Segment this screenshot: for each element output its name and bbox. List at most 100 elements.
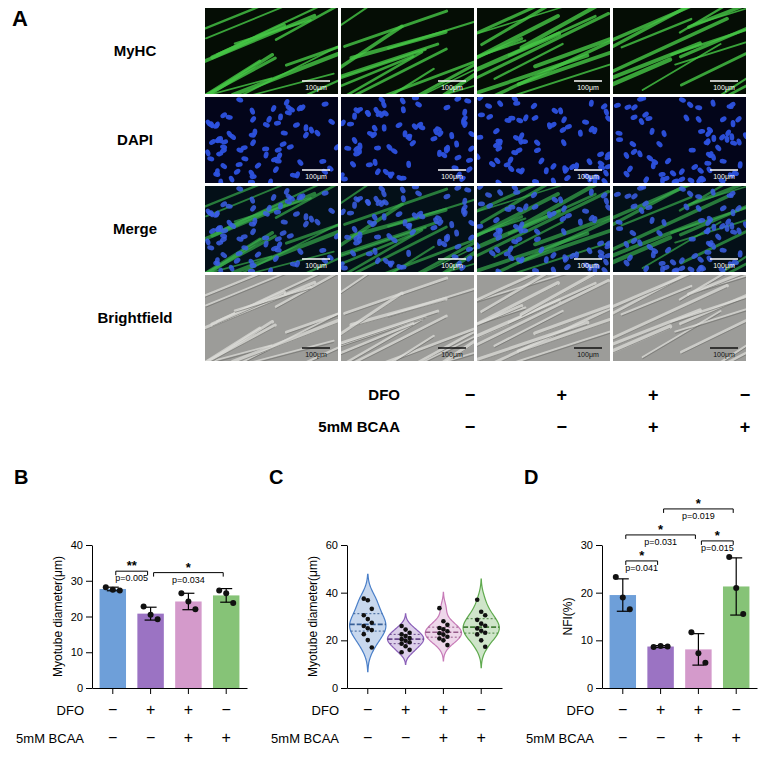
nucleus: [214, 210, 221, 218]
x-table-label: DFO: [57, 703, 84, 718]
nucleus: [530, 102, 539, 110]
nucleus: [296, 158, 304, 167]
nucleus: [678, 186, 686, 192]
nucleus: [347, 210, 354, 215]
nucleus: [477, 135, 484, 141]
scale-bar: [574, 258, 602, 260]
nucleus: [254, 250, 263, 258]
nucleus: [444, 146, 449, 154]
nucleus: [560, 116, 567, 125]
chart-panel: 010203040Myotube diameter(μm)BDFO−++−5mM…: [14, 466, 248, 746]
nucleus: [543, 167, 549, 175]
nucleus: [560, 205, 567, 214]
nucleus: [522, 203, 529, 211]
scale-bar-label: 100μm: [441, 262, 463, 270]
nucleus: [537, 246, 545, 255]
marks: [350, 574, 500, 671]
y-tick-mark: [596, 640, 602, 641]
nucleus: [588, 125, 596, 134]
condition-label: 5mM BCAA: [318, 418, 400, 435]
data-point: [148, 612, 154, 618]
nucleus: [233, 257, 242, 265]
nucleus: [381, 198, 390, 206]
scale-bar-label: 100μm: [577, 173, 599, 181]
nucleus: [615, 130, 623, 136]
data-point: [479, 609, 484, 614]
fiber: [535, 280, 610, 333]
nucleus: [467, 130, 474, 138]
nucleus: [642, 175, 650, 183]
data-point: [178, 590, 184, 596]
nucleus: [488, 160, 497, 168]
fiber: [622, 19, 691, 47]
nucleus: [689, 148, 696, 153]
nucleus: [636, 150, 643, 158]
micrograph: 100μm: [204, 96, 341, 186]
nucleus: [249, 196, 256, 204]
p-value: p=0.019: [682, 511, 715, 521]
nucleus: [228, 222, 237, 230]
fiber: [689, 186, 746, 205]
error-bar-cap: [220, 588, 232, 589]
fiber: [362, 52, 474, 94]
x-table-sign: +: [184, 701, 193, 718]
x-table-sign: +: [439, 701, 448, 718]
x-tick-mark: [736, 688, 737, 694]
condition-label: DFO: [368, 386, 400, 403]
x-tick-mark: [698, 688, 699, 694]
nucleus: [344, 234, 352, 240]
nucleus: [387, 259, 396, 267]
nucleus: [586, 246, 594, 255]
scale-bar: [574, 80, 602, 82]
fiber: [385, 246, 474, 272]
x-table-sign: −: [401, 729, 410, 746]
nucleus: [645, 204, 653, 211]
nucleus: [382, 124, 387, 132]
nucleus: [381, 109, 390, 117]
x-tick: [150, 688, 151, 694]
nucleus: [638, 117, 646, 126]
condition-sign: −: [556, 417, 567, 437]
nucleus: [496, 188, 504, 197]
scale-bar: [438, 347, 466, 349]
nucleus: [248, 179, 256, 183]
data-point: [369, 645, 374, 650]
data-point: [361, 624, 366, 629]
y-tick-mark: [341, 640, 347, 641]
nucleus: [371, 124, 379, 133]
nucleus: [214, 225, 223, 233]
nucleus: [280, 219, 288, 225]
nucleus: [303, 213, 308, 221]
condition-sign: +: [648, 417, 659, 437]
fiber: [276, 186, 338, 218]
nucleus: [577, 129, 583, 137]
nucleus: [228, 175, 236, 183]
scale-bar: [574, 347, 602, 349]
micrograph-content: [341, 275, 474, 361]
fiber: [477, 217, 522, 254]
micrograph-content: [613, 97, 746, 183]
panel-letter: D: [524, 466, 538, 488]
x-table-label: DFO: [567, 703, 594, 718]
nucleus: [646, 243, 655, 251]
fiber: [613, 186, 709, 229]
nucleus: [485, 113, 494, 121]
micrograph-background: [205, 97, 338, 183]
x-table-sign: −: [618, 729, 627, 746]
nucleus: [207, 244, 215, 251]
nucleus: [341, 260, 346, 268]
nucleus: [225, 203, 233, 209]
nucleus: [369, 131, 378, 139]
nucleus: [518, 256, 525, 265]
data-point: [369, 607, 374, 612]
nucleus: [543, 256, 549, 264]
quartile-line: [353, 613, 382, 614]
quartile-line: [467, 618, 496, 619]
nucleus: [695, 204, 703, 213]
nucleus: [734, 115, 742, 123]
nucleus: [664, 157, 672, 166]
data-point: [665, 644, 671, 650]
data-point: [399, 632, 404, 637]
data-point: [399, 624, 404, 629]
nucleus: [550, 177, 557, 183]
